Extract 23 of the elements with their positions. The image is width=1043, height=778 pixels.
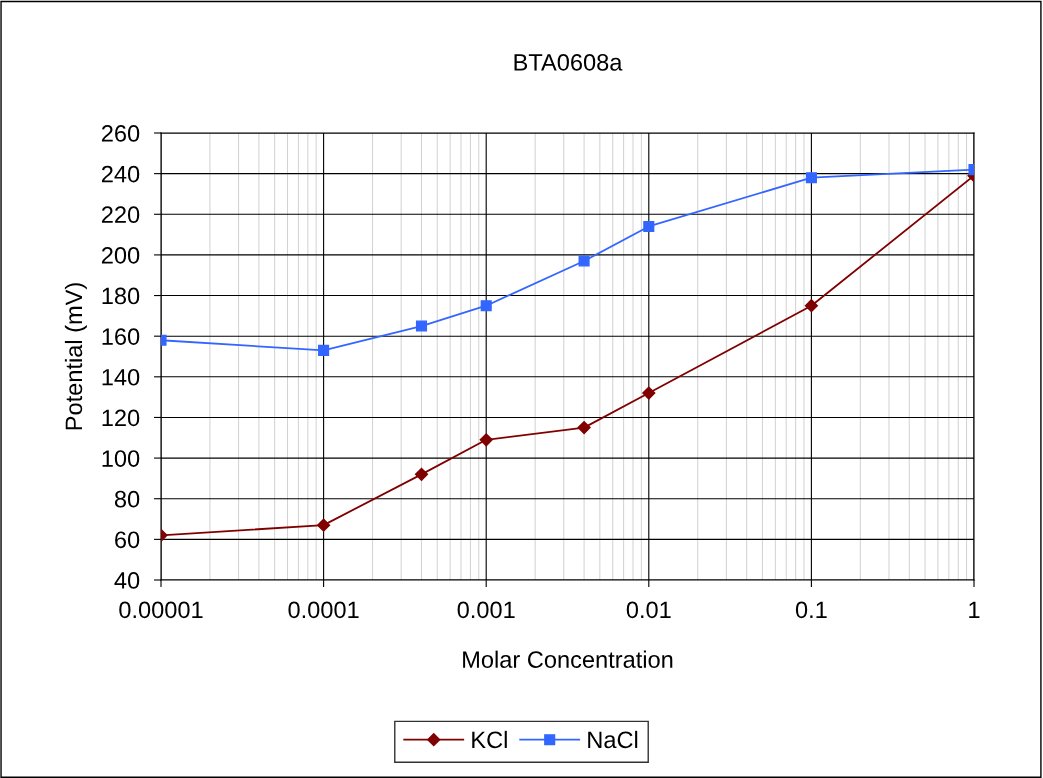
- x-tick-label: 0.01: [626, 601, 671, 619]
- y-tick-label: 220: [101, 206, 140, 224]
- y-tick-label: 40: [114, 572, 140, 589]
- x-tick-label: 0.001: [457, 601, 515, 619]
- y-tick-label: 160: [102, 328, 140, 345]
- y-axis-title: Potential (mV): [64, 283, 87, 430]
- y-tick-label: 60: [115, 531, 140, 549]
- x-tick-label: 0.1: [795, 601, 827, 619]
- y-tick-label: 100: [102, 450, 140, 467]
- y-tick-label: 80: [114, 490, 140, 508]
- y-tick-label: 240: [101, 165, 140, 183]
- x-axis-title: Molar Concentration: [463, 650, 673, 668]
- y-tick-label: 140: [102, 368, 140, 386]
- y-tick-label: 180: [102, 287, 140, 305]
- legend-label: NaCl: [588, 730, 638, 749]
- x-tick-label: 0.0001: [288, 601, 359, 619]
- y-tick-label: 200: [101, 246, 140, 264]
- x-tick-label: 0.00001: [119, 601, 203, 619]
- chart-title: BTA0608a: [514, 54, 623, 71]
- y-tick-label: 120: [102, 409, 140, 427]
- x-tick-label: 1: [969, 601, 980, 618]
- legend-label: KCl: [472, 730, 507, 749]
- y-tick-label: 260: [101, 125, 140, 142]
